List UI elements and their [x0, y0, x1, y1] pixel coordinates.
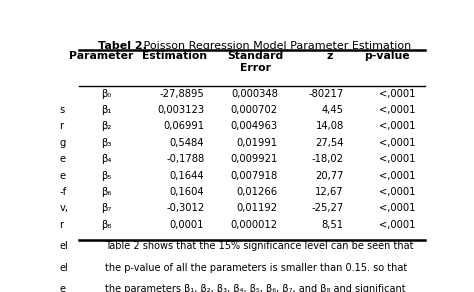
Text: <,0001: <,0001	[379, 88, 416, 99]
Text: Estimation: Estimation	[142, 51, 208, 61]
Text: 8,51: 8,51	[322, 220, 344, 230]
Text: the parameters β₁, β₂, β₃, β₄, β₅, β₆, β₇, and β₈ and significant: the parameters β₁, β₂, β₃, β₄, β₅, β₆, β…	[105, 284, 406, 292]
Text: <,0001: <,0001	[379, 121, 416, 131]
Text: β₂: β₂	[101, 121, 112, 131]
Text: β₇: β₇	[101, 204, 112, 213]
Text: 14,08: 14,08	[316, 121, 344, 131]
Text: 0,1604: 0,1604	[170, 187, 204, 197]
Text: 0,1644: 0,1644	[170, 171, 204, 181]
Text: 0,06991: 0,06991	[163, 121, 204, 131]
Text: p-value: p-value	[365, 51, 410, 61]
Text: Table 2 shows that the 15% significance level can be seen that: Table 2 shows that the 15% significance …	[105, 241, 414, 251]
Text: Parameter: Parameter	[69, 51, 134, 61]
Text: e: e	[59, 171, 65, 181]
Text: 0,007918: 0,007918	[230, 171, 278, 181]
Text: -0,3012: -0,3012	[166, 204, 204, 213]
Text: -25,27: -25,27	[312, 204, 344, 213]
Text: -18,02: -18,02	[312, 154, 344, 164]
Text: β₀: β₀	[101, 88, 112, 99]
Text: -0,1788: -0,1788	[166, 154, 204, 164]
Text: el: el	[59, 263, 68, 273]
Text: <,0001: <,0001	[379, 204, 416, 213]
Text: β₈: β₈	[101, 220, 112, 230]
Text: 0,000348: 0,000348	[231, 88, 278, 99]
Text: r: r	[59, 220, 64, 230]
Text: <,0001: <,0001	[379, 171, 416, 181]
Text: <,0001: <,0001	[379, 154, 416, 164]
Text: Standard
Error: Standard Error	[228, 51, 284, 73]
Text: s: s	[59, 105, 64, 115]
Text: β₅: β₅	[101, 171, 112, 181]
Text: 12,67: 12,67	[315, 187, 344, 197]
Text: <,0001: <,0001	[379, 138, 416, 148]
Text: β₄: β₄	[101, 154, 112, 164]
Text: v,: v,	[59, 204, 68, 213]
Text: 20,77: 20,77	[315, 171, 344, 181]
Text: β₆: β₆	[101, 187, 112, 197]
Text: r: r	[59, 121, 64, 131]
Text: 0,009921: 0,009921	[230, 154, 278, 164]
Text: 0,0001: 0,0001	[170, 220, 204, 230]
Text: el: el	[59, 241, 68, 251]
Text: β₁: β₁	[101, 105, 112, 115]
Text: 0,004963: 0,004963	[231, 121, 278, 131]
Text: 0,003123: 0,003123	[157, 105, 204, 115]
Text: the p-value of all the parameters is smaller than 0.15. so that: the p-value of all the parameters is sma…	[105, 263, 408, 273]
Text: 27,54: 27,54	[315, 138, 344, 148]
Text: -80217: -80217	[309, 88, 344, 99]
Text: 0,5484: 0,5484	[170, 138, 204, 148]
Text: <,0001: <,0001	[379, 187, 416, 197]
Text: 0,01266: 0,01266	[237, 187, 278, 197]
Text: <,0001: <,0001	[379, 220, 416, 230]
Text: 0,000012: 0,000012	[231, 220, 278, 230]
Text: -f: -f	[59, 187, 66, 197]
Text: 0,000702: 0,000702	[231, 105, 278, 115]
Text: β₃: β₃	[101, 138, 112, 148]
Text: Poisson Regression Model Parameter Estimation: Poisson Regression Model Parameter Estim…	[140, 41, 411, 51]
Text: 0,01991: 0,01991	[237, 138, 278, 148]
Text: 4,45: 4,45	[322, 105, 344, 115]
Text: <,0001: <,0001	[379, 105, 416, 115]
Text: g: g	[59, 138, 65, 148]
Text: e: e	[59, 154, 65, 164]
Text: z: z	[326, 51, 332, 61]
Text: -27,8895: -27,8895	[160, 88, 204, 99]
Text: e: e	[59, 284, 65, 292]
Text: 0,01192: 0,01192	[237, 204, 278, 213]
Text: Tabel 2.: Tabel 2.	[98, 41, 146, 51]
